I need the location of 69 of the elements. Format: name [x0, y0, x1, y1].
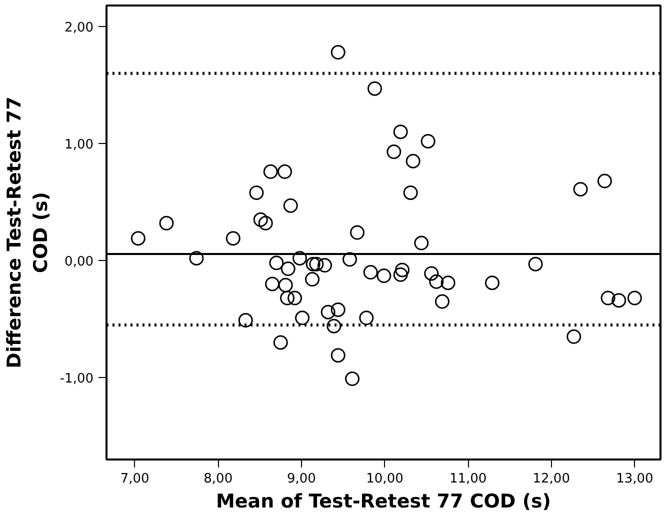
point [295, 310, 310, 326]
point [318, 258, 332, 272]
point [330, 45, 346, 60]
point [350, 225, 365, 240]
point [414, 236, 429, 250]
point [159, 216, 174, 230]
point [403, 185, 418, 200]
y-tick-label: -1,00 [60, 372, 94, 387]
point [238, 313, 253, 328]
point [226, 231, 240, 246]
point [320, 304, 336, 320]
point [424, 266, 439, 281]
point [429, 274, 444, 289]
point [283, 198, 298, 213]
point [484, 276, 500, 290]
point [278, 164, 292, 179]
point [189, 251, 204, 266]
x-tick-label: 7,00 [120, 472, 150, 486]
point [253, 212, 268, 227]
x-tick-label: 8,00 [204, 472, 233, 486]
point [278, 278, 293, 292]
point [263, 164, 278, 179]
point [420, 134, 436, 148]
point [342, 252, 358, 267]
x-axis-title: Mean of Test-Retest 77 COD (s) [216, 490, 551, 512]
point [309, 256, 324, 272]
point [440, 276, 456, 290]
point [612, 293, 626, 308]
y-tick-label: 1,00 [64, 138, 94, 153]
point [406, 154, 420, 168]
point [292, 251, 308, 266]
point [393, 267, 408, 282]
x-tick-label: 12,00 [532, 472, 570, 486]
point [265, 276, 280, 292]
point [280, 262, 296, 276]
point [434, 294, 450, 309]
point [280, 290, 295, 306]
x-tick-label: 13,00 [616, 472, 654, 486]
x-tick-label: 11,00 [449, 472, 487, 486]
point [258, 216, 273, 230]
point [597, 174, 612, 188]
point [269, 256, 284, 270]
point [573, 182, 588, 196]
point [306, 256, 320, 272]
point [326, 318, 342, 334]
point [393, 124, 408, 140]
point [330, 302, 346, 317]
point [288, 290, 302, 306]
point [528, 256, 543, 272]
point [305, 272, 320, 287]
point [627, 290, 642, 306]
point [130, 231, 146, 246]
x-tick-label: 10,00 [366, 472, 404, 486]
point [359, 310, 374, 326]
point [345, 372, 360, 386]
point [368, 81, 382, 96]
y-tick-label: 0,00 [64, 254, 94, 270]
point [386, 144, 402, 159]
y-axis-title: Difference Test-Retest 77 COD (s) [3, 96, 52, 368]
point [363, 265, 378, 280]
point [566, 329, 582, 344]
point [330, 348, 346, 363]
x-tick-label: 9,00 [286, 472, 316, 486]
point [249, 185, 264, 200]
point [394, 262, 410, 278]
point [376, 268, 392, 284]
point [273, 335, 288, 350]
point [600, 290, 616, 306]
y-tick-label: 2,00 [64, 20, 94, 36]
